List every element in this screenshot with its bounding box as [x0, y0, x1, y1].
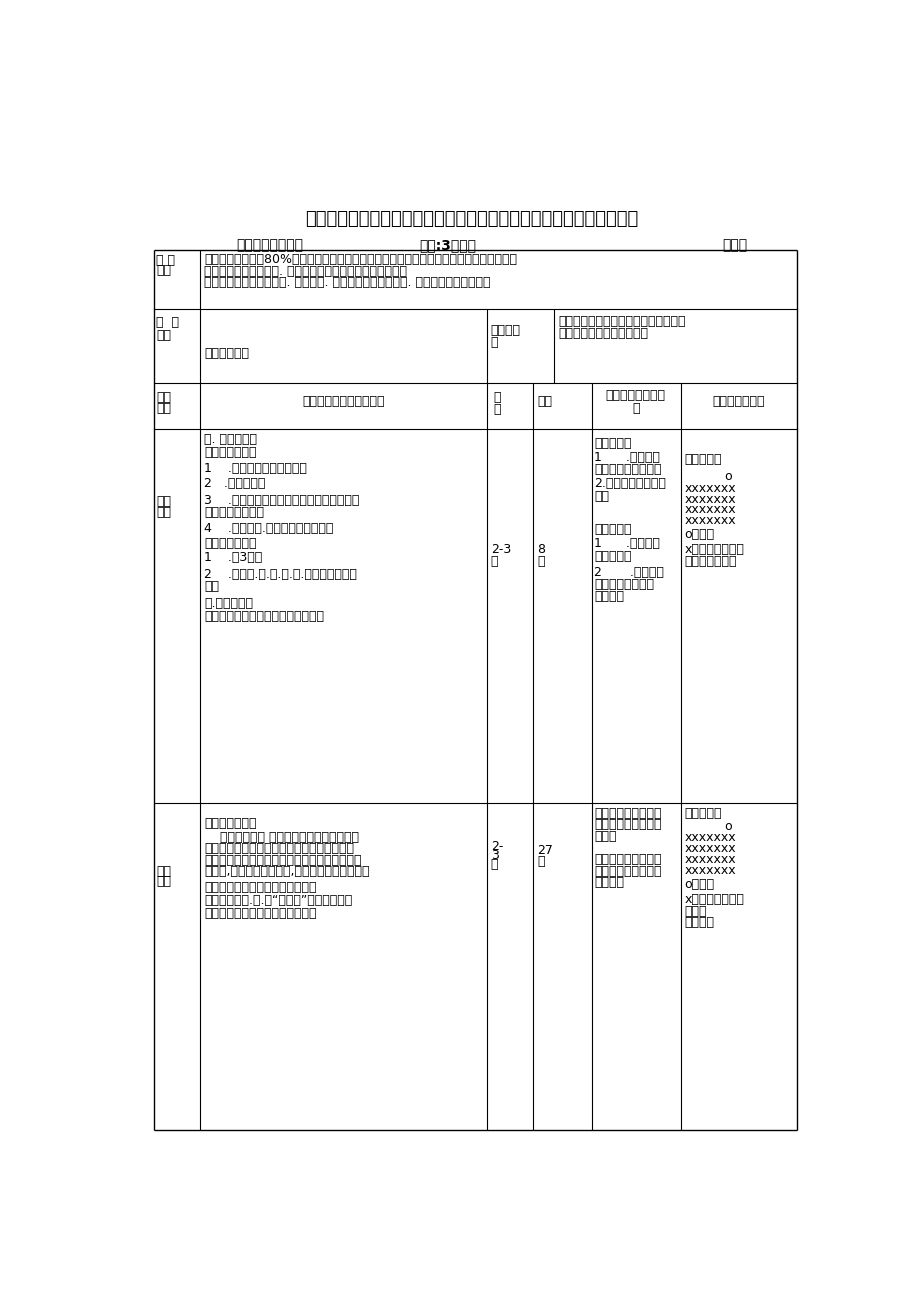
Text: 年级：三年级上期: 年级：三年级上期: [236, 238, 303, 252]
Text: o：教师: o：教师: [684, 528, 714, 541]
Text: 时间：: 时间：: [721, 238, 747, 252]
Text: xxxxxxx: xxxxxxx: [684, 493, 735, 506]
Text: 及收取尖锐物品；: 及收取尖锐物品；: [204, 506, 264, 519]
Text: 预计问题与处理方: 预计问题与处理方: [605, 389, 665, 402]
Text: 教  学: 教 学: [156, 316, 179, 329]
Text: （一）课堂常规: （一）课堂常规: [204, 446, 256, 459]
Text: 动。: 动。: [204, 580, 219, 593]
Text: 3: 3: [491, 850, 498, 863]
Text: xxxxxxx: xxxxxxx: [684, 503, 735, 516]
Text: o: o: [684, 820, 732, 833]
Text: 2-: 2-: [491, 840, 503, 853]
Text: 故意乱做，学习效果: 故意乱做，学习效果: [594, 818, 661, 831]
Text: 基本: 基本: [156, 865, 171, 877]
Text: x：学生要求：精: x：学生要求：精: [684, 892, 743, 905]
Text: 2       .强调准备: 2 .强调准备: [594, 566, 664, 579]
Text: 27: 27: [537, 844, 552, 857]
Text: 活动在体育课中的: 活动在体育课中的: [594, 578, 653, 591]
Text: o：教师: o：教师: [684, 878, 714, 891]
Text: 神饱满: 神饱满: [684, 904, 707, 917]
Text: 三、教师讲解示范，提出重难点。: 三、教师讲解示范，提出重难点。: [204, 881, 316, 894]
Text: 不佳。: 不佳。: [594, 830, 616, 843]
Text: 重要性。: 重要性。: [594, 591, 623, 604]
Text: xxxxxxx: xxxxxxx: [684, 842, 735, 855]
Text: 1      .教师语言: 1 .教师语言: [594, 537, 659, 550]
Text: 课的: 课的: [156, 392, 171, 405]
Text: （二）准备活动: （二）准备活动: [204, 537, 256, 550]
Text: 3    .宣布本课教学内容，强调安全注意事项: 3 .宣布本课教学内容，强调安全注意事项: [204, 494, 359, 507]
Text: 2-3: 2-3: [491, 544, 511, 557]
Text: 时间: 时间: [537, 394, 551, 407]
Text: 二、动作要领 两脚自然左右开立，上体稍: 二、动作要领 两脚自然左右开立，上体稍: [204, 830, 358, 843]
Text: 教学内容及主要教学措施: 教学内容及主要教学措施: [302, 394, 384, 407]
Text: 学生的动作标准，干: 学生的动作标准，干: [594, 865, 661, 877]
Text: 2.准备活动不认真完: 2.准备活动不认真完: [594, 477, 665, 490]
Text: xxxxxxx: xxxxxxx: [684, 514, 735, 527]
Text: 次: 次: [491, 556, 498, 569]
Text: 分: 分: [537, 855, 544, 868]
Text: 难点：上下肢协调要配合。: 难点：上下肢协调要配合。: [558, 327, 648, 340]
Text: 激励诱导。: 激励诱导。: [594, 550, 630, 563]
Text: 立定跳远比赛: 立定跳远比赛: [204, 347, 249, 360]
Text: 重点：屈膝蹬伸与快速有力起跳相结合: 重点：屈膝蹬伸与快速有力起跳相结合: [558, 315, 685, 328]
Text: 课时:3执教：: 课时:3执教：: [419, 238, 476, 252]
Text: 2    .活动头.颈.肩.腰.膝.脚踝手腕关节运: 2 .活动头.颈.肩.腰.膝.脚踝手腕关节运: [204, 569, 357, 582]
Text: 教 学: 教 学: [156, 254, 175, 267]
Text: 十八、发展学生的灵敏. 协调等身体素质，提高跳跃的能力。: 十八、发展学生的灵敏. 协调等身体素质，提高跳跃的能力。: [204, 264, 407, 277]
Text: xxxxxxx: xxxxxxx: [684, 481, 735, 494]
Text: 前倾，两臂前后摆动各一次，两腿配合自然弹: 前倾，两臂前后摆动各一次，两腿配合自然弹: [204, 842, 354, 855]
Text: xxxxxxx: xxxxxxx: [684, 864, 735, 877]
Text: 预计问题：个别学生: 预计问题：个别学生: [594, 807, 661, 820]
Text: 目标: 目标: [156, 264, 171, 277]
Text: 义务教育新课标三年级上学期水平二立定跳远比赛体育与健康课时计划: 义务教育新课标三年级上学期水平二立定跳远比赛体育与健康课时计划: [304, 209, 638, 228]
Text: 一、立定跳远：: 一、立定跳远：: [204, 817, 256, 830]
Text: o: o: [684, 470, 732, 483]
Text: 分: 分: [537, 556, 544, 569]
Text: 1    .集合整队，清点人数；: 1 .集合整队，清点人数；: [204, 462, 307, 475]
Text: 数: 数: [493, 403, 500, 416]
Text: 内容: 内容: [156, 329, 171, 342]
Text: 注意力极中，打闹。: 注意力极中，打闹。: [594, 463, 661, 476]
Text: 8: 8: [537, 544, 545, 557]
Text: 1      .个别学生: 1 .个别学生: [594, 451, 659, 464]
Text: 教学重难: 教学重难: [491, 324, 520, 337]
Text: 认真参与: 认真参与: [684, 916, 714, 929]
Text: 预计问题：: 预计问题：: [594, 437, 630, 450]
Text: 十七、通过教学，80%的学生能进一步掌握双脚用力蹬地，落地屈膝缓冲，保持身体平衡。: 十七、通过教学，80%的学生能进一步掌握双脚用力蹬地，落地屈膝缓冲，保持身体平衡…: [204, 254, 516, 267]
Text: 四、学生做一.二.三“三拍法”的摆臂练习。: 四、学生做一.二.三“三拍法”的摆臂练习。: [204, 894, 352, 907]
Text: 1    .履3圈。: 1 .履3圈。: [204, 552, 262, 565]
Text: 次: 次: [493, 392, 500, 405]
Text: 法: 法: [631, 402, 639, 415]
Text: 十九、培养学生积极参与. 学会合作. 竞争意志品质以及顽强. 勇于克服困难的精神。: 十九、培养学生积极参与. 学会合作. 竞争意志品质以及顽强. 勇于克服困难的精神…: [204, 276, 490, 289]
Text: 次: 次: [491, 859, 498, 872]
Text: （一）教师讲清楚跑步要求和规则。: （一）教师讲清楚跑步要求和规则。: [204, 610, 323, 623]
Text: 组织形式：: 组织形式：: [684, 807, 721, 820]
Text: 脉有力。: 脉有力。: [594, 876, 623, 889]
Text: 成。: 成。: [594, 489, 608, 502]
Text: 五、学生做摆臂向上跳起的练习。: 五、学生做摆臂向上跳起的练习。: [204, 907, 316, 920]
Text: 力蹬地,迅速向前上方跳出,落地时以脚跟先着地。: 力蹬地,迅速向前上方跳出,落地时以脚跟先着地。: [204, 865, 369, 878]
Text: 二.教学策略：: 二.教学策略：: [204, 597, 253, 610]
Text: 处理方法：教师提示: 处理方法：教师提示: [594, 853, 661, 866]
Text: 部分: 部分: [156, 506, 171, 519]
Text: 性屈伸，然后两臂用力向前上方摆，同时两脚用: 性屈伸，然后两臂用力向前上方摆，同时两脚用: [204, 853, 361, 866]
Text: xxxxxxx: xxxxxxx: [684, 853, 735, 866]
Text: 处理方法：: 处理方法：: [594, 523, 630, 536]
Text: 部分: 部分: [156, 402, 171, 415]
Text: 部分: 部分: [156, 876, 171, 889]
Text: 神饱满认真参与: 神饱满认真参与: [684, 556, 736, 569]
Text: 组织形式与要求: 组织形式与要求: [712, 394, 765, 407]
Text: 点: 点: [491, 336, 498, 349]
Text: 2   .师生问好；: 2 .师生问好；: [204, 477, 266, 490]
Text: 开始: 开始: [156, 494, 171, 507]
Text: 组织形式：: 组织形式：: [684, 453, 721, 466]
Text: 一. 教学内容：: 一. 教学内容：: [204, 433, 256, 446]
Text: x：学生要求：精: x：学生要求：精: [684, 544, 743, 557]
Text: 4    .检查服装.器材，安排见习生。: 4 .检查服装.器材，安排见习生。: [204, 522, 334, 535]
Text: xxxxxxx: xxxxxxx: [684, 831, 735, 844]
